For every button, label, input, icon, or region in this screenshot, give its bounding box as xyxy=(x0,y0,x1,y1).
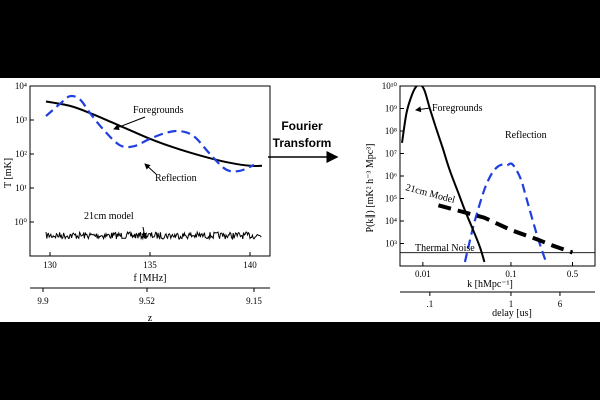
right-y-tick-label: 10⁸ xyxy=(385,126,397,136)
right-y-tick-label: 10⁴ xyxy=(385,216,397,226)
right-y-tick-label: 10⁷ xyxy=(385,149,397,159)
left-reflection-curve xyxy=(45,94,255,173)
right-annotation-foregrounds: Foregrounds xyxy=(432,103,483,114)
left-y-tick-label: 10⁴ xyxy=(15,81,27,91)
left-chart: 10⁰ 10¹ 10² 10³ 10⁴ 130 135 140 T [mK] f [MHz]… xyxy=(3,81,271,322)
right-y-tick-label: 10³ xyxy=(385,239,397,249)
right-y-tick-label: 10¹⁰ xyxy=(382,81,398,91)
right-delay-tick-label: 6 xyxy=(558,299,563,309)
left-x-tick-label: 135 xyxy=(143,260,157,270)
right-foregrounds-pointer xyxy=(415,106,431,113)
right-delay-tick-label: 1 xyxy=(509,299,514,309)
left-y-tick-label: 10³ xyxy=(15,115,27,125)
right-delay-ticks: .1 1 6 xyxy=(426,292,563,309)
right-annotation-reflection: Reflection xyxy=(505,130,547,141)
right-x-tick-label: 0.1 xyxy=(505,269,516,279)
left-y-ticks: 10⁰ 10¹ 10² 10³ 10⁴ xyxy=(14,81,34,227)
right-y-tick-label: 10⁹ xyxy=(385,104,397,114)
left-x-ticks: 130 135 140 xyxy=(43,252,257,270)
left-y-tick-label: 10² xyxy=(15,149,27,159)
right-y-ticks: 10³ 10⁴ 10⁵ 10⁶ 10⁷ 10⁸ 10⁹ 10¹⁰ xyxy=(382,81,404,249)
left-y-axis-label: T [mK] xyxy=(3,158,14,188)
right-annotation-thermal-noise: Thermal Noise xyxy=(415,243,475,254)
right-x-ticks: 0.01 0.1 0.5 xyxy=(415,262,579,279)
transform-label-line1: Fourier xyxy=(281,119,323,133)
right-annotation-21cm: 21cm Model xyxy=(404,182,456,206)
left-y-tick-label: 10¹ xyxy=(15,183,27,193)
right-delay-tick-label: .1 xyxy=(426,299,433,309)
left-21cm-model-curve xyxy=(45,230,262,241)
left-21cm-pointer xyxy=(141,226,148,239)
left-x-axis-label: f [MHz] xyxy=(133,273,166,284)
right-plot-frame xyxy=(399,85,596,267)
right-y-tick-label: 10⁶ xyxy=(385,171,397,181)
left-annotation-foregrounds: Foregrounds xyxy=(133,105,184,116)
left-annotation-21cm: 21cm model xyxy=(84,211,134,222)
right-delay-axis-label: delay [us] xyxy=(492,308,532,319)
figure-canvas: 10⁰ 10¹ 10² 10³ 10⁴ 130 135 140 T [mK] f [MHz]… xyxy=(3,81,596,322)
left-x-tick-label: 140 xyxy=(243,260,257,270)
transform-label-line2: Transform xyxy=(273,136,332,150)
left-z-tick-label: 9.52 xyxy=(139,296,155,306)
right-foregrounds-curve xyxy=(401,86,486,263)
right-chart: 10³ 10⁴ 10⁵ 10⁶ 10⁷ 10⁸ 10⁹ 10¹⁰ 0.01 0.1 0.5 P(k… xyxy=(365,81,596,319)
left-z-ticks: 9.9 9.52 9.15 xyxy=(37,288,262,306)
right-x-tick-label: 0.5 xyxy=(567,269,579,279)
left-reflection-pointer xyxy=(144,163,157,175)
right-y-tick-label: 10⁵ xyxy=(385,194,397,204)
left-z-tick-label: 9.9 xyxy=(37,296,49,306)
left-z-tick-label: 9.15 xyxy=(246,296,262,306)
left-annotation-reflection: Reflection xyxy=(155,173,197,184)
left-y-tick-label: 10⁰ xyxy=(14,217,27,227)
right-x-tick-label: 0.01 xyxy=(415,269,431,279)
left-foregrounds-pointer xyxy=(113,116,146,130)
left-z-axis-label: z xyxy=(148,313,153,322)
figure-panel: 10⁰ 10¹ 10² 10³ 10⁴ 130 135 140 T [mK] f [MHz]… xyxy=(0,78,600,322)
left-x-tick-label: 130 xyxy=(43,260,57,270)
right-reflection-curve xyxy=(463,162,548,263)
right-x-axis-label: k [hMpc⁻¹] xyxy=(467,279,513,290)
fourier-transform-arrow: Fourier Transform xyxy=(268,119,339,163)
right-y-axis-label: P(k∥) [mK² h⁻³ Mpc³] xyxy=(365,144,376,233)
right-21cm-model-curve xyxy=(437,203,574,255)
